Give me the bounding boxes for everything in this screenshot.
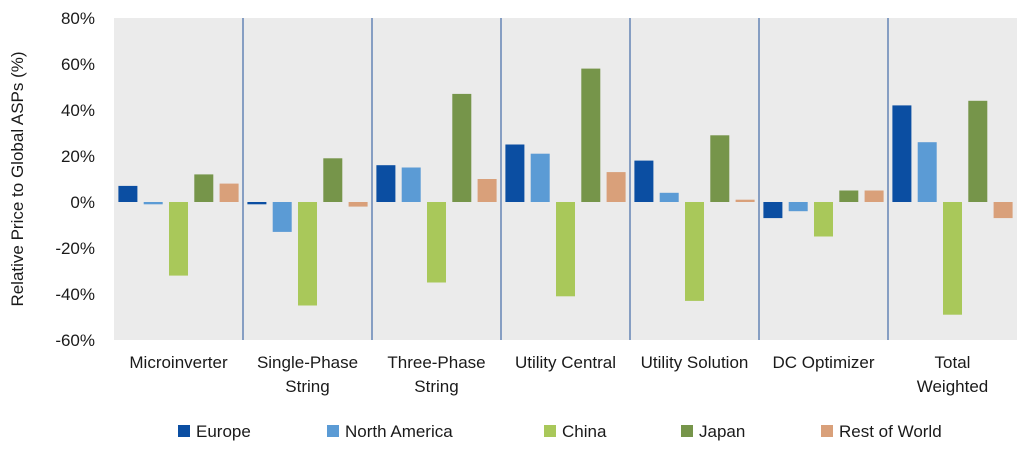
bar-europe [505,144,525,202]
x-category-label: Single-Phase String [257,353,358,396]
bar-japan [194,174,214,202]
y-tick-label: 0% [70,193,95,212]
bar-china [685,202,704,301]
legend-swatch [178,425,190,437]
x-category-label: Utility Central [515,353,616,372]
bar-north-america [917,142,937,202]
bar-europe [118,185,138,202]
bar-rest-of-world [993,202,1013,219]
bar-north-america [530,153,550,202]
y-tick-label: -60% [55,331,95,350]
bar-rest-of-world [219,183,239,202]
x-category-label: Three-Phase String [387,353,485,396]
bar-rest-of-world [348,202,368,207]
y-axis-ticks: 80% 60% 40% 20% 0% -20% -40% -60% [55,9,95,350]
bar-china [169,202,188,276]
legend-label: Rest of World [839,422,942,441]
bar-europe [247,202,267,205]
legend: Europe North America China Japan Rest of Wor… [178,422,942,441]
bar-north-america [788,202,808,212]
bar-japan [839,190,859,202]
bar-china [556,202,575,297]
legend-swatch [544,425,556,437]
x-category-label: DC Optimizer [772,353,874,372]
legend-label: Europe [196,422,251,441]
bar-china [943,202,962,315]
bar-north-america [272,202,292,232]
x-category-label: Microinverter [129,353,228,372]
bar-north-america [401,167,421,202]
bar-europe [634,160,654,202]
category-separators [242,18,889,340]
legend-swatch [327,425,339,437]
bar-japan [968,100,988,202]
x-category-label: Total Weighted [917,353,989,396]
bar-japan [452,93,472,202]
bar-rest-of-world [864,190,884,202]
bar-japan [710,135,730,202]
bar-europe [376,165,396,202]
legend-swatch [681,425,693,437]
bar-rest-of-world [735,199,755,202]
y-tick-label: -40% [55,285,95,304]
legend-label: North America [345,422,453,441]
bar-europe [892,105,912,202]
bar-china [427,202,446,283]
bar-china [298,202,317,306]
legend-label: China [562,422,607,441]
bar-north-america [143,202,163,205]
bar-japan [323,158,343,202]
bars [118,68,1013,315]
bar-north-america [659,192,679,202]
bar-rest-of-world [606,172,626,202]
bar-china [814,202,833,237]
bar-europe [763,202,783,219]
y-tick-label: 20% [61,147,95,166]
bar-japan [581,68,601,202]
y-tick-label: 40% [61,101,95,120]
legend-swatch [821,425,833,437]
bar-rest-of-world [477,179,497,202]
x-axis-labels: Microinverter Single-Phase String Three-Pha… [129,353,988,396]
x-category-label: Utility Solution [641,353,749,372]
legend-label: Japan [699,422,745,441]
y-tick-label: 80% [61,9,95,28]
y-axis-title: Relative Price to Global ASPs (%) [8,51,27,306]
y-tick-label: 60% [61,55,95,74]
y-tick-label: -20% [55,239,95,258]
